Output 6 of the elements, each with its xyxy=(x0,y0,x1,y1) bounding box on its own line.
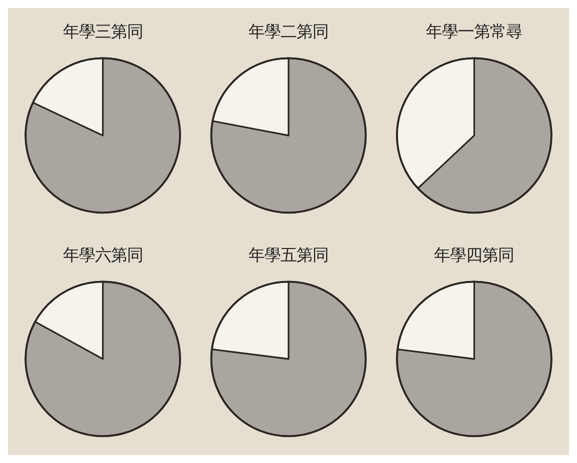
chart-title: 年學六第同 xyxy=(62,245,143,264)
chart-title: 年學四第同 xyxy=(434,245,514,264)
chart-title: 年學三第同 xyxy=(62,22,143,41)
chart-title: 年學二第同 xyxy=(248,22,328,41)
chart-title: 年學一第常尋 xyxy=(426,22,522,41)
chart-title: 年學五第同 xyxy=(248,245,328,264)
